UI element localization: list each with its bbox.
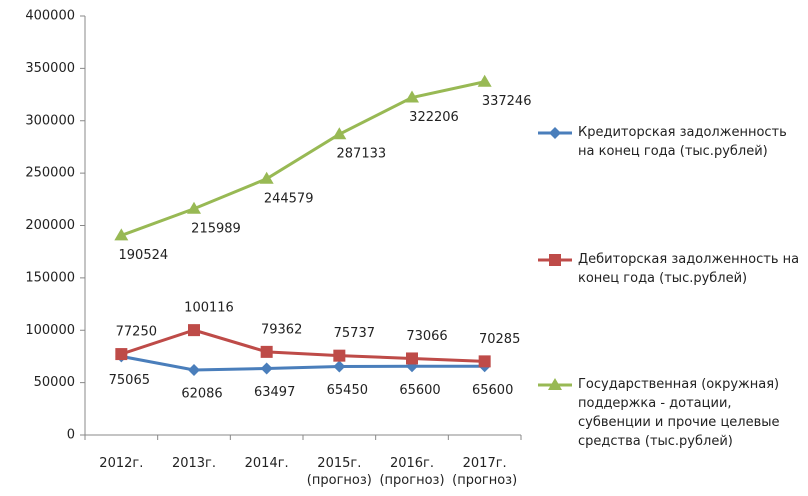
- x-tick-label: 2013г.: [171, 456, 217, 471]
- data-point: [406, 352, 418, 365]
- y-tick-label: 250000: [25, 166, 75, 181]
- data-label: 190524: [119, 248, 169, 263]
- data-label: 100116: [184, 301, 234, 316]
- data-label: 65600: [472, 383, 513, 398]
- y-tick-label: 300000: [25, 113, 75, 128]
- data-point: [260, 362, 273, 375]
- legend-marker: [549, 127, 561, 139]
- x-tick-label: 2015г. (прогноз): [306, 456, 372, 488]
- data-label: 215989: [191, 221, 241, 236]
- legend-label: Дебиторская задолженность на конец года …: [578, 252, 800, 286]
- data-label: 70285: [479, 332, 520, 347]
- data-point: [332, 127, 347, 140]
- data-point: [478, 355, 491, 368]
- y-tick-label: 100000: [25, 323, 75, 338]
- data-label: 79362: [261, 322, 302, 337]
- data-point: [188, 324, 200, 337]
- x-tick-label: 2014г.: [244, 456, 289, 471]
- data-point: [477, 74, 492, 87]
- y-tick-label: 400000: [25, 9, 75, 24]
- data-label: 287133: [337, 147, 387, 162]
- data-point: [187, 201, 201, 214]
- y-tick-label: 350000: [25, 61, 75, 76]
- data-point: [115, 348, 128, 361]
- data-label: 244579: [264, 191, 314, 206]
- data-label: 65600: [399, 383, 440, 398]
- data-label: 75065: [109, 373, 150, 388]
- data-point: [260, 345, 273, 358]
- data-point: [114, 228, 129, 241]
- legend-label: Государственная (окружная) поддержка - д…: [578, 377, 780, 449]
- legend-label: Кредиторская задолженность на конец года…: [578, 125, 787, 159]
- y-tick-label: 50000: [34, 375, 75, 390]
- y-tick-label: 150000: [25, 270, 75, 285]
- series-line: [120, 328, 485, 363]
- data-point: [188, 363, 200, 376]
- data-label: 73066: [406, 329, 447, 344]
- y-tick-label: 0: [67, 428, 75, 443]
- legend-marker: [549, 254, 561, 266]
- data-label: 337246: [482, 94, 532, 109]
- data-label: 322206: [409, 110, 459, 125]
- data-label: 63497: [254, 385, 295, 400]
- legend-marker: [548, 378, 562, 390]
- y-tick-label: 200000: [25, 218, 75, 233]
- x-tick-label: 2016г. (прогноз): [379, 456, 445, 488]
- data-label: 62086: [181, 386, 222, 401]
- data-label: 75737: [334, 326, 375, 341]
- x-tick-label: 2012г.: [99, 456, 144, 471]
- data-label: 65450: [327, 383, 368, 398]
- series-line: [121, 354, 485, 372]
- data-point: [333, 349, 346, 362]
- data-label: 77250: [116, 325, 157, 340]
- data-point: [259, 171, 274, 184]
- data-point: [405, 90, 419, 103]
- data-point: [333, 360, 346, 373]
- x-tick-label: 2017г. (прогноз): [452, 456, 518, 488]
- series-line: [120, 80, 485, 237]
